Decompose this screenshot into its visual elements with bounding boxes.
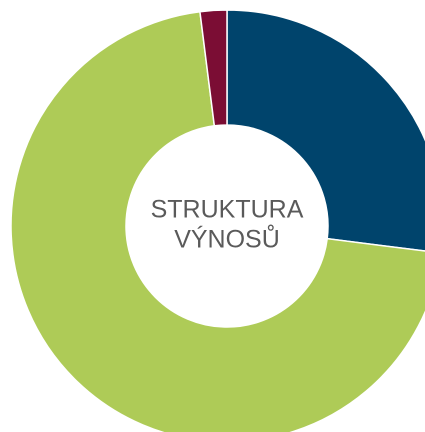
center-label: VÝNOSŮ [174,223,280,254]
center-label: STRUKTURA [151,196,304,224]
donut-slice [10,10,425,432]
donut-slice [199,9,228,127]
donut-slice [226,9,425,252]
